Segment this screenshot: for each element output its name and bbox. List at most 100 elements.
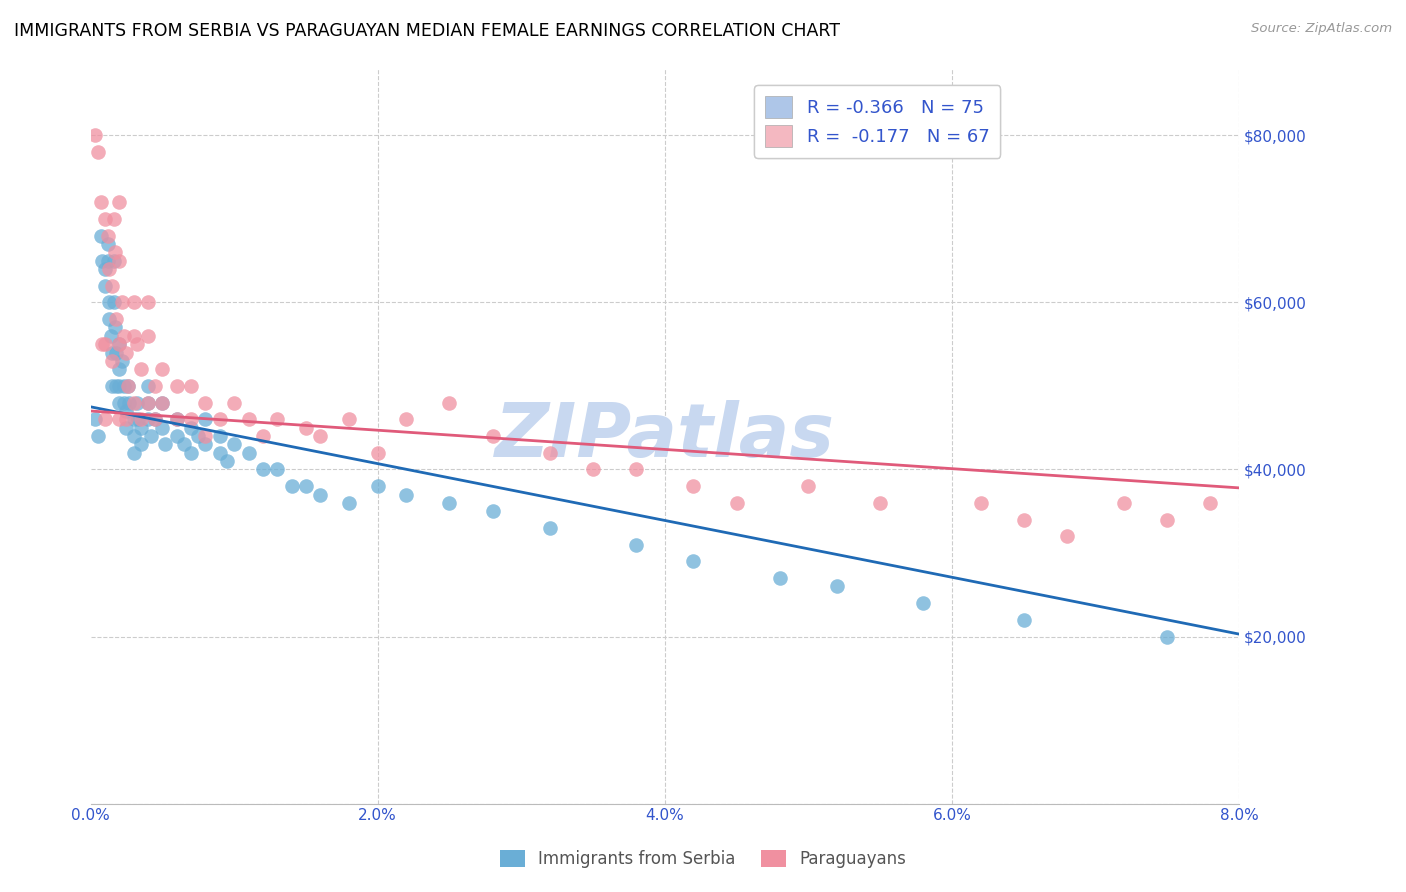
Point [122,395,145,409]
Point [395,487,418,501]
Point [252,462,274,476]
Point [180,421,202,435]
Legend: Immigrants from Serbia, Paraguayans: Immigrants from Serbia, Paraguayans [494,843,912,875]
Point [115,421,138,435]
Point [94,278,117,293]
Text: IMMIGRANTS FROM SERBIA VS PARAGUAYAN MEDIAN FEMALE EARNINGS CORRELATION CHART: IMMIGRANTS FROM SERBIA VS PARAGUAYAN MED… [14,22,839,40]
Point [969,496,991,510]
Text: ZIPatlas: ZIPatlas [495,400,835,473]
Point [1056,529,1078,543]
Point [538,521,561,535]
Point [173,437,195,451]
Point [682,554,704,568]
Point [136,412,159,426]
Point [90,228,112,243]
Point [122,295,145,310]
Point [238,412,260,426]
Point [295,479,318,493]
Point [224,437,246,451]
Point [166,412,188,426]
Point [481,504,503,518]
Point [94,211,117,226]
Point [166,429,188,443]
Point [103,253,125,268]
Point [194,395,217,409]
Point [122,412,145,426]
Point [582,462,605,476]
Point [115,404,138,418]
Point [125,337,148,351]
Point [91,253,114,268]
Point [84,412,107,426]
Point [194,412,217,426]
Point [136,295,159,310]
Point [337,412,360,426]
Point [1156,513,1178,527]
Text: Source: ZipAtlas.com: Source: ZipAtlas.com [1251,22,1392,36]
Point [208,429,231,443]
Point [194,429,217,443]
Point [143,379,166,393]
Point [481,429,503,443]
Point [98,262,121,277]
Point [367,446,389,460]
Point [367,479,389,493]
Point [101,278,124,293]
Point [768,571,790,585]
Point [309,429,332,443]
Point [84,128,107,143]
Point [1112,496,1135,510]
Point [100,328,122,343]
Point [112,395,135,409]
Point [912,596,935,610]
Point [166,412,188,426]
Point [139,429,162,443]
Legend: R = -0.366   N = 75, R =  -0.177   N = 67: R = -0.366 N = 75, R = -0.177 N = 67 [754,85,1000,158]
Point [869,496,891,510]
Point [117,379,139,393]
Point [136,379,159,393]
Point [90,195,112,210]
Point [111,295,134,310]
Point [108,337,131,351]
Point [395,412,418,426]
Point [150,395,173,409]
Point [111,354,134,368]
Point [103,295,125,310]
Point [117,379,139,393]
Point [115,345,138,359]
Point [180,412,202,426]
Point [439,496,461,510]
Point [94,337,117,351]
Point [166,379,188,393]
Point [538,446,561,460]
Point [150,395,173,409]
Point [187,429,209,443]
Point [94,412,117,426]
Point [439,395,461,409]
Point [94,262,117,277]
Point [105,379,128,393]
Point [215,454,238,468]
Point [118,395,141,409]
Point [180,379,202,393]
Point [101,345,124,359]
Point [1156,630,1178,644]
Point [97,236,120,251]
Point [280,479,302,493]
Point [108,253,131,268]
Point [105,312,128,326]
Point [87,429,110,443]
Point [98,312,121,326]
Point [624,462,647,476]
Point [1012,613,1035,627]
Point [682,479,704,493]
Point [208,446,231,460]
Point [122,446,145,460]
Point [122,429,145,443]
Point [797,479,820,493]
Point [97,253,120,268]
Point [624,538,647,552]
Point [108,395,131,409]
Point [87,145,110,159]
